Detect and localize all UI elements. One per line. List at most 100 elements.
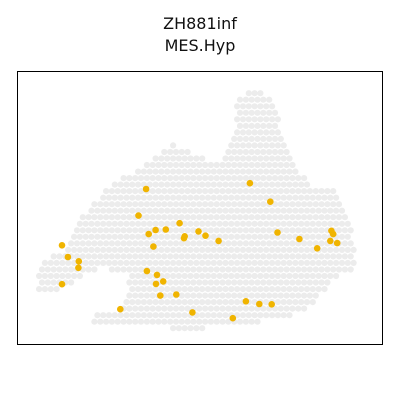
- background-spot: [245, 233, 252, 240]
- background-spot: [146, 312, 153, 319]
- background-spot: [335, 227, 343, 234]
- background-spot: [202, 214, 209, 221]
- background-spot: [103, 188, 110, 195]
- background-spot: [184, 175, 191, 182]
- background-spot: [315, 233, 322, 240]
- background-spot: [266, 161, 273, 169]
- background-spot: [143, 161, 150, 169]
- background-spot: [187, 168, 194, 175]
- background-spot: [236, 292, 244, 299]
- background-spot: [181, 286, 188, 293]
- background-spot: [269, 246, 276, 253]
- background-spot: [289, 292, 296, 299]
- background-spot: [123, 246, 130, 253]
- background-spot: [306, 201, 313, 208]
- background-spot: [222, 220, 229, 227]
- background-spot: [225, 161, 232, 169]
- background-spot: [100, 259, 107, 266]
- background-spot: [120, 175, 127, 182]
- background-spot: [44, 266, 51, 273]
- background-spot: [143, 214, 150, 221]
- background-spot: [53, 286, 60, 293]
- background-spot: [204, 207, 212, 214]
- background-spot: [289, 188, 296, 195]
- background-spot: [71, 246, 78, 253]
- background-spot: [172, 266, 180, 273]
- background-spot: [245, 155, 252, 162]
- background-spot: [248, 292, 255, 299]
- background-spot: [140, 259, 147, 266]
- background-spot: [335, 253, 343, 260]
- background-spot: [155, 253, 162, 260]
- background-spot: [158, 246, 165, 253]
- background-spot: [199, 246, 206, 253]
- background-spot: [234, 103, 241, 110]
- background-spot: [196, 240, 203, 247]
- background-spot: [231, 292, 238, 299]
- background-spot: [254, 96, 261, 103]
- background-spot: [59, 272, 66, 280]
- background-spot: [242, 109, 249, 116]
- background-spot: [111, 312, 118, 319]
- background-spot: [338, 233, 346, 240]
- background-spot: [170, 220, 177, 227]
- background-spot: [76, 220, 83, 227]
- background-spot: [164, 155, 171, 162]
- background-spot: [170, 155, 177, 162]
- background-spot: [120, 253, 127, 260]
- background-spot: [210, 272, 217, 280]
- background-spot: [175, 207, 182, 214]
- background-spot: [263, 286, 270, 293]
- background-spot: [292, 168, 299, 175]
- background-spot: [161, 201, 168, 208]
- background-spot: [140, 312, 147, 319]
- background-spot: [170, 233, 177, 240]
- background-spot: [236, 318, 244, 325]
- background-spot: [257, 312, 264, 319]
- background-spot: [132, 188, 139, 195]
- background-spot: [289, 201, 296, 208]
- background-spot: [117, 312, 124, 319]
- background-spot: [315, 286, 322, 293]
- background-spot: [38, 266, 46, 273]
- background-spot: [225, 240, 232, 247]
- background-spot: [199, 259, 206, 266]
- background-spot: [222, 181, 229, 188]
- background-spot: [135, 194, 142, 201]
- background-spot: [172, 148, 180, 156]
- background-spot: [175, 259, 182, 266]
- highlighted-spot: [215, 237, 222, 245]
- background-spot: [175, 194, 182, 201]
- background-spot: [245, 272, 252, 280]
- background-spot: [295, 279, 302, 286]
- background-spot: [152, 207, 159, 214]
- background-spot: [202, 188, 209, 195]
- background-spot: [207, 214, 214, 221]
- highlighted-spot: [274, 229, 281, 236]
- background-spot: [280, 272, 287, 280]
- background-spot: [88, 259, 95, 266]
- background-spot: [289, 175, 296, 182]
- background-spot: [120, 318, 127, 325]
- background-spot: [152, 181, 159, 188]
- background-spot: [71, 233, 78, 240]
- background-spot: [149, 292, 156, 299]
- background-spot: [184, 188, 191, 195]
- background-spot: [222, 286, 229, 293]
- background-spot: [41, 259, 49, 266]
- background-spot: [222, 207, 229, 214]
- background-spot: [225, 201, 232, 208]
- background-spot: [155, 175, 162, 182]
- background-spot: [260, 148, 267, 156]
- background-spot: [132, 318, 139, 325]
- background-spot: [260, 122, 267, 129]
- background-spot: [271, 122, 279, 129]
- background-spot: [234, 116, 241, 123]
- background-spot: [242, 279, 249, 286]
- background-spot: [286, 233, 293, 240]
- background-spot: [236, 188, 244, 195]
- background-spot: [266, 227, 273, 234]
- background-spot: [161, 305, 168, 312]
- background-spot: [260, 279, 267, 286]
- background-spot: [172, 227, 180, 234]
